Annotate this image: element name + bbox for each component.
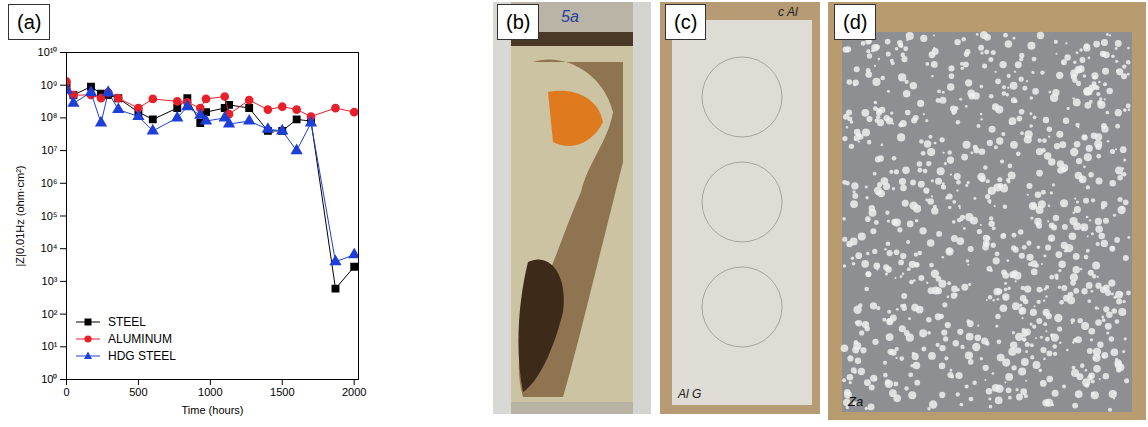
html-text:(d): (d) xyxy=(843,11,868,33)
svg-text:Al G: Al G xyxy=(677,387,701,401)
svg-text:10⁶: 10⁶ xyxy=(41,177,58,189)
svg-text:10¹: 10¹ xyxy=(42,340,58,352)
svg-text:1500: 1500 xyxy=(270,386,294,398)
svg-text:0: 0 xyxy=(63,386,69,398)
svg-text:10³: 10³ xyxy=(42,275,58,287)
svg-text:500: 500 xyxy=(129,386,147,398)
html-text:STEEL: STEEL xyxy=(108,314,146,329)
svg-text:10²: 10² xyxy=(42,308,58,320)
svg-text:10⁵: 10⁵ xyxy=(41,210,58,222)
svg-text:|Z|0.01Hz (ohm·cm²): |Z|0.01Hz (ohm·cm²) xyxy=(14,165,26,266)
svg-text:2000: 2000 xyxy=(342,386,366,398)
svg-text:5a: 5a xyxy=(561,8,579,25)
html-text:(a): (a) xyxy=(17,11,42,33)
svg-text:10⁷: 10⁷ xyxy=(41,144,57,156)
html-text:HDG STEEL: HDG STEEL xyxy=(108,348,176,363)
svg-text:10⁸: 10⁸ xyxy=(41,111,58,123)
svg-text:c Al: c Al xyxy=(778,5,798,19)
html-text:ALUMINUM: ALUMINUM xyxy=(108,331,172,346)
svg-text:10⁴: 10⁴ xyxy=(41,242,58,254)
svg-text:10⁹: 10⁹ xyxy=(41,79,58,91)
svg-text:Za: Za xyxy=(847,394,863,409)
svg-text:Time (hours): Time (hours) xyxy=(182,404,244,416)
svg-text:10¹⁰: 10¹⁰ xyxy=(38,46,58,58)
html-text:(c): (c) xyxy=(674,11,698,33)
html-text:(b): (b) xyxy=(506,11,531,33)
svg-text:10⁰: 10⁰ xyxy=(41,373,57,385)
svg-text:1000: 1000 xyxy=(198,386,222,398)
